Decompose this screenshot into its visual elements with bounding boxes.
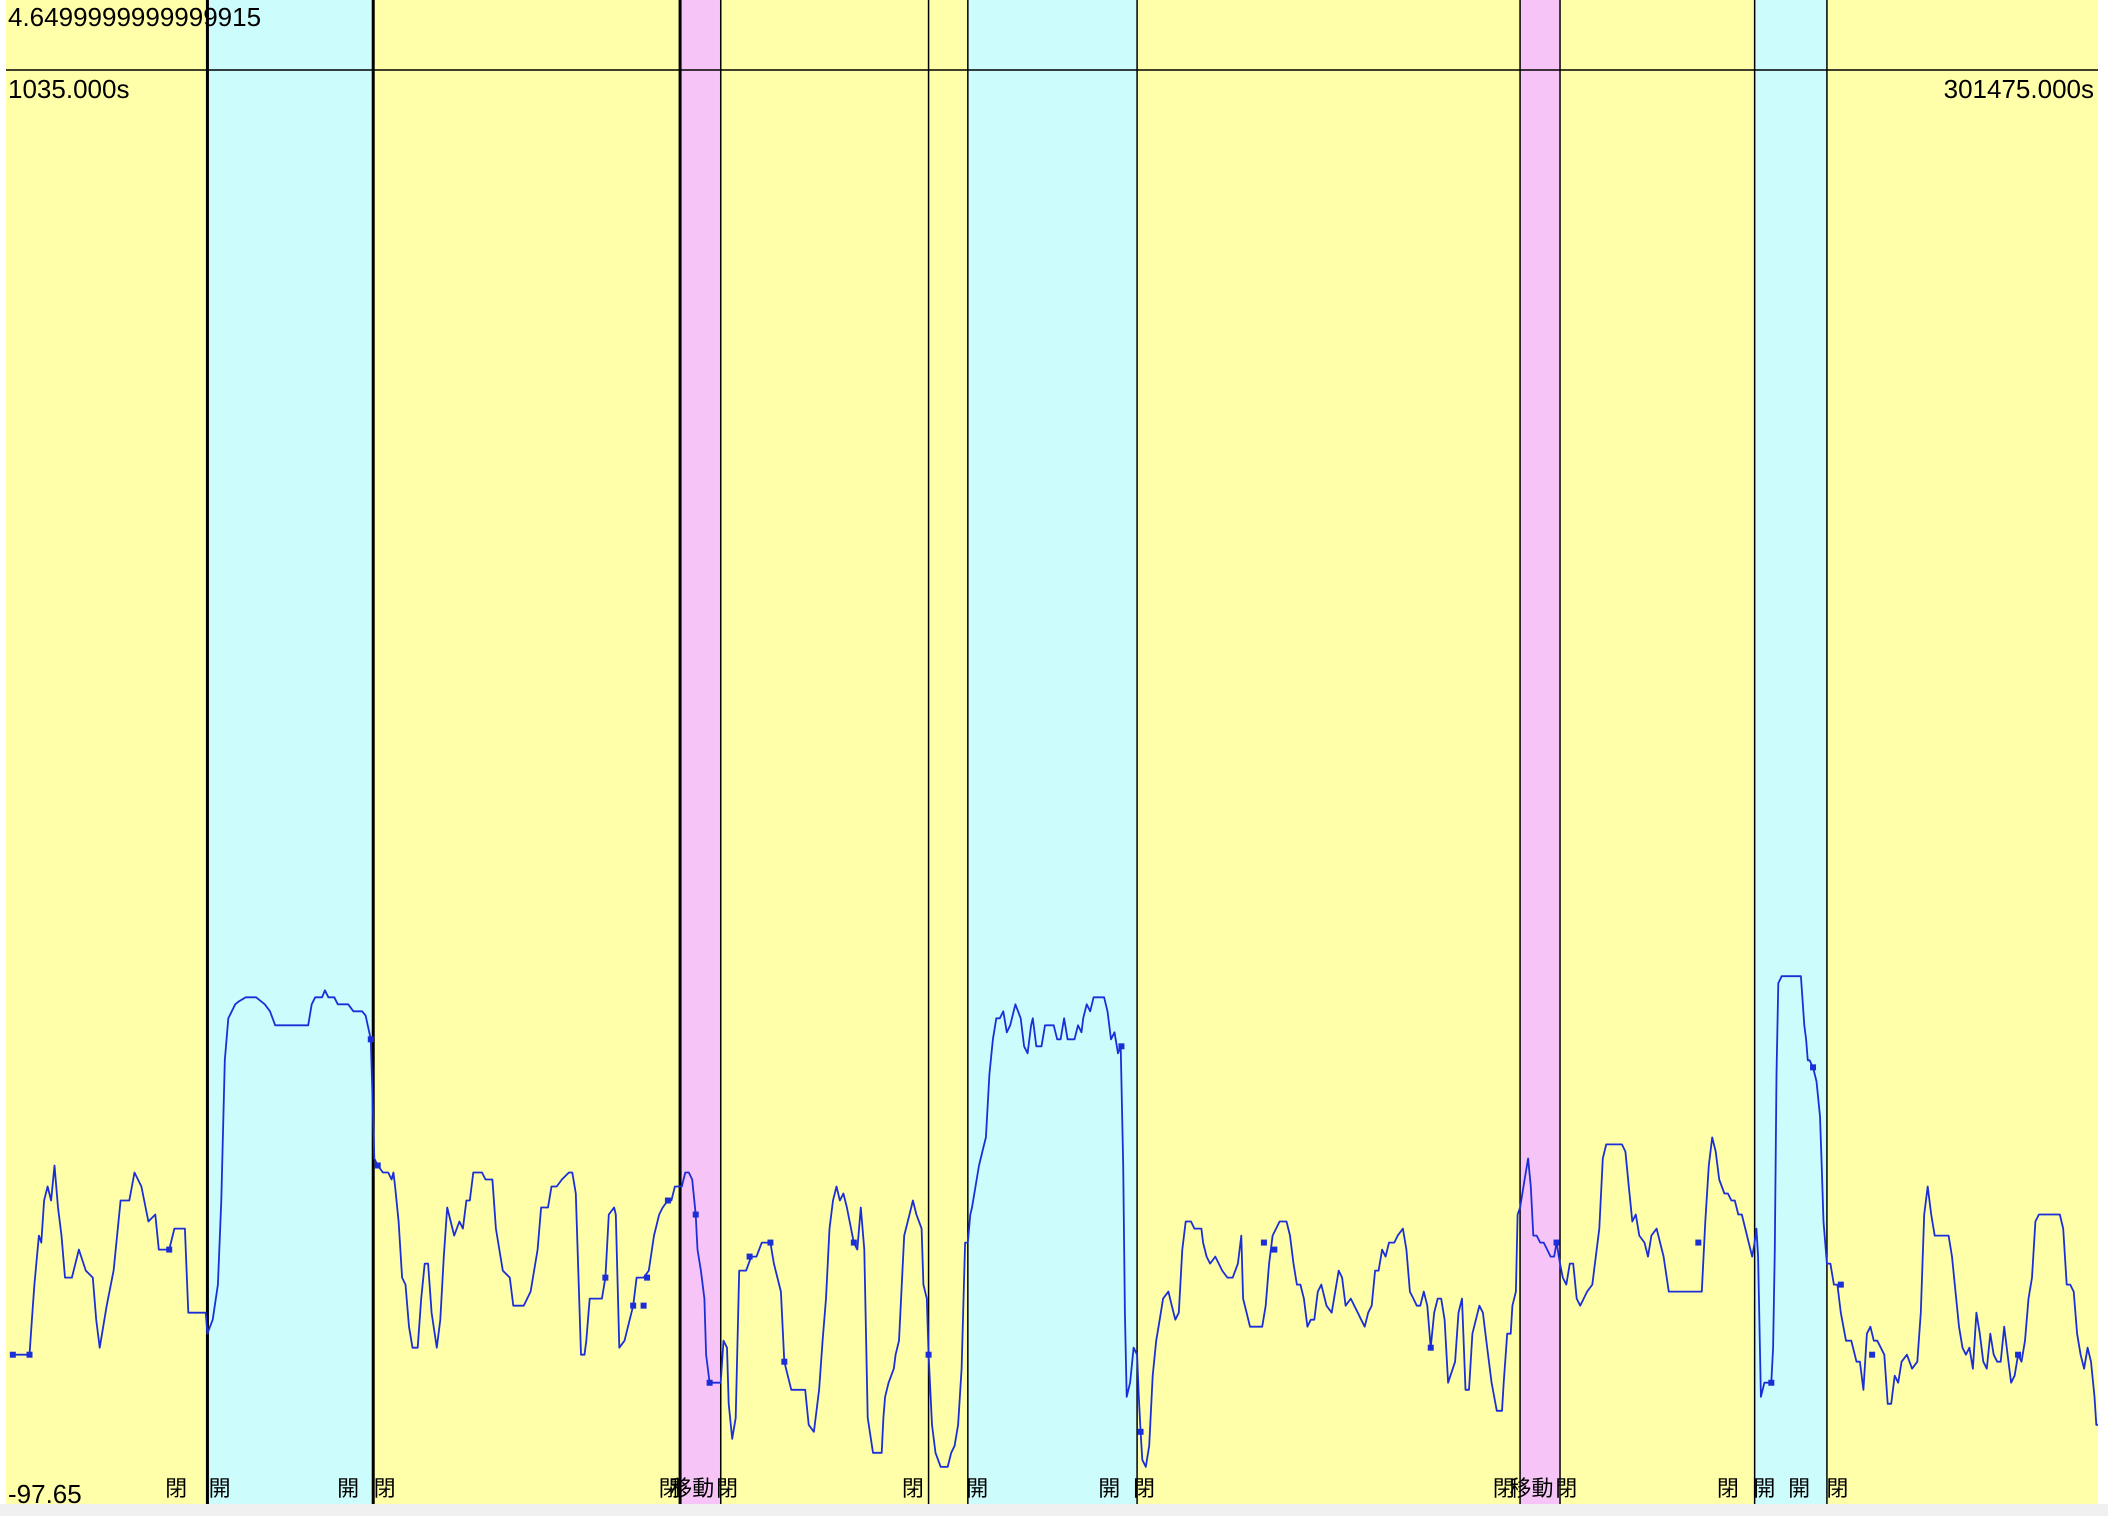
signal-marker	[1810, 1064, 1817, 1071]
event-label: 閉	[902, 1476, 924, 1501]
signal-marker	[2015, 1351, 2022, 1358]
signal-marker	[1869, 1351, 1876, 1358]
region-closed	[1560, 0, 1755, 1504]
signal-series	[12, 975, 2098, 1468]
event-label: 閉	[1717, 1476, 1739, 1501]
event-label: 移動	[670, 1476, 714, 1501]
event-label: 閉	[1555, 1476, 1577, 1501]
y-max-label: 4.6499999999999915	[8, 2, 261, 32]
signal-markers	[9, 1036, 2022, 1435]
region-closed	[1826, 0, 2098, 1504]
signal-marker	[1118, 1043, 1125, 1050]
y-min-label: -97.65	[8, 1479, 82, 1509]
event-label: 開	[966, 1476, 988, 1501]
event-label: 閉	[1493, 1476, 1515, 1501]
signal-marker	[850, 1239, 857, 1246]
signal-marker	[1271, 1246, 1278, 1253]
signal-marker	[1837, 1281, 1844, 1288]
region-moving	[1520, 0, 1561, 1504]
x-end-label: 301475.000s	[1944, 74, 2094, 104]
signal-marker	[664, 1197, 671, 1204]
region-closed	[6, 0, 208, 1504]
event-label: 閉	[1133, 1476, 1155, 1501]
bottom-strip	[0, 1504, 2108, 1516]
region-closed	[720, 0, 968, 1504]
event-label: 開	[1098, 1476, 1120, 1501]
signal-marker	[644, 1274, 651, 1281]
signal-line	[12, 975, 2098, 1468]
event-label: 閉	[374, 1476, 396, 1501]
signal-marker	[706, 1379, 713, 1386]
region-open	[1754, 0, 1827, 1504]
signal-marker	[1553, 1239, 1560, 1246]
signal-marker	[692, 1211, 699, 1218]
event-label: 移動	[1510, 1476, 1554, 1501]
region-moving	[680, 0, 721, 1504]
event-label: 開	[1788, 1476, 1810, 1501]
signal-marker	[640, 1302, 647, 1309]
state-boundaries	[205, 0, 1828, 1504]
signal-marker	[367, 1036, 374, 1043]
signal-marker	[1427, 1344, 1434, 1351]
state-regions	[6, 0, 2098, 1504]
event-label: 開	[209, 1476, 231, 1501]
signal-marker	[26, 1351, 33, 1358]
event-label: 開	[337, 1476, 359, 1501]
signal-marker	[781, 1358, 788, 1365]
region-open	[967, 0, 1138, 1504]
region-open	[207, 0, 374, 1504]
signal-marker	[746, 1253, 753, 1260]
signal-marker	[1695, 1239, 1702, 1246]
event-label: 閉	[1826, 1476, 1848, 1501]
event-label: 閉	[716, 1476, 738, 1501]
signal-marker	[1260, 1239, 1267, 1246]
signal-marker	[1137, 1428, 1144, 1435]
signal-marker	[630, 1302, 637, 1309]
event-labels: 閉開開閉閉移動閉閉開開閉閉移動閉閉開開閉	[165, 1476, 1848, 1501]
signal-marker	[166, 1246, 173, 1253]
signal-marker	[374, 1162, 381, 1169]
signal-marker	[9, 1351, 16, 1358]
event-label: 開	[1753, 1476, 1775, 1501]
event-label: 閉	[165, 1476, 187, 1501]
event-label: 閉	[659, 1476, 681, 1501]
signal-marker	[925, 1351, 932, 1358]
x-start-label: 1035.000s	[8, 74, 129, 104]
region-closed	[373, 0, 681, 1504]
signal-marker	[767, 1239, 774, 1246]
signal-marker	[1768, 1379, 1775, 1386]
signal-marker	[602, 1274, 609, 1281]
region-closed	[1137, 0, 1521, 1504]
